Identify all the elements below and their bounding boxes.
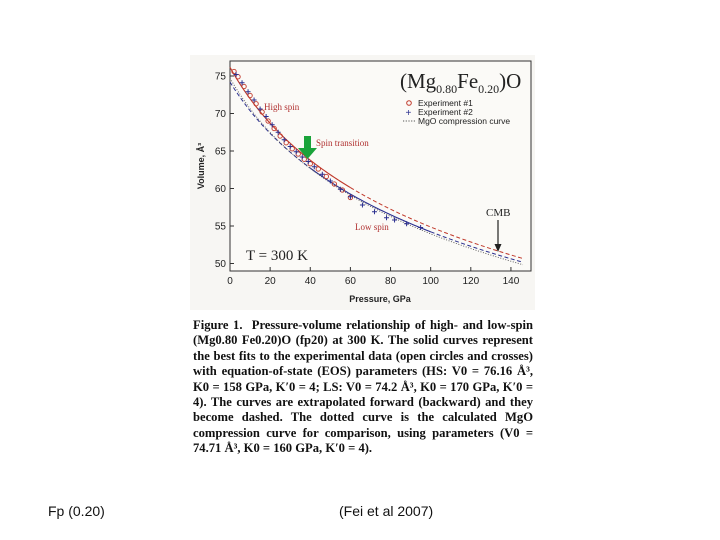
experiment2-point [359,202,365,208]
x-tick-label: 140 [503,276,520,287]
experiment2-point [251,97,257,103]
experiment1-point [253,101,259,107]
y-tick-label: 50 [215,259,227,270]
legend-marker-experiment2: + [406,108,412,119]
data-points [231,68,424,230]
footer-citation: (Fei et al 2007) [339,503,434,519]
experiment1-point [283,140,289,146]
experiment2-point [404,221,410,227]
caption-text: Pressure-volume relationship of high- an… [193,318,534,456]
low-spin-curve-dashed-extension [430,231,524,263]
experiment2-point [269,122,275,128]
axes-ticks: 0 20 40 60 80 100 120 140 50 55 60 65 70 75 [215,72,520,288]
experiment2-point [347,194,353,200]
experiment2-point [371,209,377,215]
high-spin-curve-dashed [350,187,524,260]
footer-sample-label: Fp (0.20) [48,503,105,519]
y-tick-label: 60 [215,184,227,195]
experiment1-point [259,109,265,115]
experiment2-point [319,171,325,177]
annotation-high-spin: High spin [264,102,300,112]
experiment1-point [271,125,277,132]
experiment2-point [281,137,287,143]
experiment2-point [233,72,239,77]
legend: Experiment #1 + Experiment #2 MgO compre… [403,98,510,126]
annotation-temperature: T = 300 K [246,248,308,264]
y-tick-label: 55 [215,222,227,233]
experiment1-point [277,133,283,139]
high-spin-curve-solid [229,67,351,189]
x-tick-label: 80 [385,276,397,287]
experiment2-point [384,215,390,221]
experiment2-point [327,178,333,184]
x-tick-label: 20 [265,276,277,287]
figure-caption: Figure 1. Pressure-volume relationship o… [193,318,533,457]
legend-label-mgo: MgO compression curve [418,116,510,126]
experiment1-point [315,166,321,172]
experiment2-point [245,89,251,95]
experiment2-point [337,186,343,192]
experiment2-point [392,217,398,223]
experiment2-point [257,106,263,112]
experiment2-point [275,129,281,135]
experiment2-point [293,149,299,155]
plot-frame [229,60,532,272]
experiment2-point [418,225,424,230]
chart-title: (Mg0.80Fe0.20)O [400,69,521,96]
annotation-cmb: CMB [486,207,510,219]
experiment1-point [265,118,271,124]
spin-transition-arrow-icon [298,136,317,159]
x-axis-label: Pressure, GPa [349,294,412,304]
pv-chart: 0 20 40 60 80 100 120 140 50 55 60 65 70 75 (Mg0.80Fe… [190,55,535,310]
y-tick-label: 70 [215,109,227,120]
experiment1-point [323,173,329,180]
annotation-spin-transition: Spin transition [316,138,369,148]
x-tick-label: 40 [305,276,317,287]
experiment1-point [241,83,247,90]
experiment2-point [287,144,293,149]
legend-label-experiment2: Experiment #2 [418,107,473,117]
low-spin-curve-dashed [229,81,311,169]
y-tick-label: 65 [215,147,227,158]
experiment2-point [311,164,317,170]
experiment1-point [247,92,253,99]
annotation-low-spin: Low spin [355,222,389,232]
experiment1-point [231,68,237,75]
cmb-arrow-icon [494,220,502,252]
experiment1-point [331,181,337,187]
experiment2-point [299,154,305,160]
y-axis-label: Volume, Å³ [196,143,206,189]
legend-marker-experiment1 [406,100,412,106]
x-tick-label: 60 [345,276,357,287]
x-tick-label: 0 [227,276,233,287]
legend-label-experiment1: Experiment #1 [418,98,473,108]
x-tick-label: 120 [462,276,479,287]
y-tick-label: 75 [215,72,227,83]
experiment2-point [263,114,269,119]
x-tick-label: 100 [422,276,439,287]
experiment2-point [239,80,245,86]
experiment2-point [305,159,311,164]
caption-label: Figure 1. [193,318,243,332]
